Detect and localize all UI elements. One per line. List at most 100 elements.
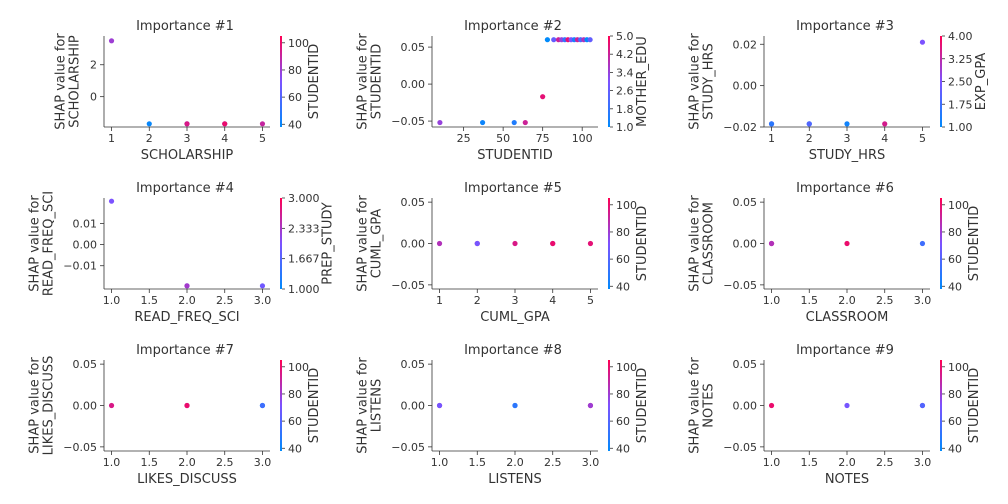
panel-3: Importance #3 1 2 3 4 5 −0.02 0.00 0.02 STUDY_HRS… bbox=[688, 19, 989, 163]
panel-title: Importance #1 bbox=[136, 19, 234, 34]
colorbar-label: PREP_STUDY bbox=[321, 202, 336, 284]
x-tick-label: 3.0 bbox=[914, 294, 932, 307]
data-point bbox=[259, 121, 266, 127]
colorbar-tick-label: 4.2 bbox=[616, 48, 634, 61]
colorbar-tick-label: 3.000 bbox=[288, 192, 320, 205]
colorbar-tick-label: 60 bbox=[616, 253, 630, 266]
colorbar bbox=[280, 198, 282, 289]
x-tick-label: 1.0 bbox=[103, 456, 121, 469]
y-tick-label: 0.00 bbox=[401, 400, 426, 413]
colorbar-tick-label: 1.00 bbox=[948, 121, 973, 134]
colorbar-tick-label: 60 bbox=[288, 91, 302, 104]
data-point bbox=[540, 94, 546, 100]
x-axis-label: CLASSROOM bbox=[806, 310, 889, 325]
data-point bbox=[108, 38, 115, 44]
data-point bbox=[806, 121, 812, 127]
y-tick-label: −0.05 bbox=[63, 441, 97, 454]
colorbar-tick-label: 4.00 bbox=[948, 30, 973, 43]
x-axis-label: LIKES_DISCUSS bbox=[137, 472, 237, 487]
panel-title: Importance #9 bbox=[796, 343, 894, 358]
colorbar-label: STUDENTID bbox=[967, 368, 982, 443]
data-point bbox=[184, 402, 190, 409]
data-point bbox=[587, 37, 593, 43]
x-tick-label: 1.0 bbox=[763, 294, 781, 307]
data-point bbox=[768, 121, 775, 127]
y-tick-label: −0.02 bbox=[723, 121, 757, 134]
y-axis-label: SHAP value forLISTENS bbox=[356, 357, 385, 454]
y-axis-label: SHAP value forNOTES bbox=[688, 357, 717, 454]
x-tick-label: 3 bbox=[184, 132, 191, 145]
data-point bbox=[184, 121, 190, 127]
x-tick-label: 1 bbox=[768, 132, 775, 145]
panel-title: Importance #5 bbox=[464, 181, 562, 196]
x-axis-label: READ_FREQ_SCI bbox=[134, 310, 239, 325]
data-point bbox=[882, 121, 888, 127]
colorbar-tick-label: 100 bbox=[288, 361, 309, 374]
y-tick-label: 0.00 bbox=[73, 400, 98, 413]
data-point bbox=[474, 240, 480, 247]
x-axis-label: NOTES bbox=[825, 472, 869, 487]
panel-title: Importance #4 bbox=[136, 181, 234, 196]
y-tick-label: −0.05 bbox=[391, 279, 425, 292]
x-tick-label: 4 bbox=[881, 132, 888, 145]
y-axis-label: SHAP value forSTUDY_HRS bbox=[688, 33, 717, 130]
data-point bbox=[587, 240, 594, 247]
data-point bbox=[919, 402, 926, 409]
y-tick-label: 0.00 bbox=[73, 239, 98, 252]
panel-4: Importance #4 1.0 1.5 2.0 2.5 3.0 −0.01 0.00 0.0… bbox=[28, 181, 336, 325]
data-point bbox=[844, 121, 850, 127]
x-tick-label: 1.5 bbox=[141, 456, 159, 469]
x-tick-label: 5 bbox=[587, 294, 594, 307]
y-tick-label: −0.01 bbox=[63, 260, 97, 273]
x-tick-label: 100 bbox=[572, 132, 593, 145]
x-tick-label: 2.0 bbox=[178, 456, 196, 469]
x-tick-label: 1.5 bbox=[141, 294, 159, 307]
data-point bbox=[919, 39, 926, 45]
y-tick-label: 2 bbox=[90, 59, 97, 72]
x-tick-label: 1.5 bbox=[469, 456, 487, 469]
data-point bbox=[522, 119, 528, 126]
x-tick-label: 2 bbox=[806, 132, 813, 145]
colorbar-tick-label: 80 bbox=[288, 388, 302, 401]
y-tick-label: 0.05 bbox=[73, 358, 98, 371]
data-point bbox=[436, 402, 443, 409]
y-tick-label: 0.05 bbox=[733, 196, 758, 209]
x-tick-label: 2 bbox=[146, 132, 153, 145]
x-tick-label: 3 bbox=[512, 294, 519, 307]
y-axis-label: SHAP value forCUML_GPA bbox=[356, 195, 385, 292]
x-tick-label: 2.5 bbox=[876, 456, 894, 469]
colorbar-tick-label: 1.000 bbox=[288, 283, 320, 296]
x-axis-label: CUML_GPA bbox=[480, 310, 550, 325]
colorbar-tick-label: 40 bbox=[616, 280, 630, 293]
colorbar-label: STUDENTID bbox=[635, 368, 650, 443]
x-tick-label: 1.5 bbox=[801, 456, 819, 469]
colorbar bbox=[608, 36, 610, 127]
x-tick-label: 3 bbox=[844, 132, 851, 145]
x-tick-label: 1.0 bbox=[431, 456, 449, 469]
x-tick-label: 2.0 bbox=[506, 456, 524, 469]
colorbar-tick-label: 40 bbox=[288, 442, 302, 455]
data-point bbox=[550, 240, 556, 247]
colorbar-tick-label: 3.25 bbox=[948, 53, 973, 66]
data-point bbox=[512, 240, 518, 247]
y-tick-label: −0.05 bbox=[391, 441, 425, 454]
data-point bbox=[146, 121, 152, 127]
y-tick-label: 0.00 bbox=[733, 400, 758, 413]
y-tick-label: 0.05 bbox=[401, 196, 426, 209]
y-tick-label: 0.00 bbox=[733, 80, 758, 93]
colorbar-tick-label: 80 bbox=[616, 388, 630, 401]
y-axis-label: SHAP value forSTUDENTID bbox=[356, 33, 385, 130]
colorbar-label: MOTHER_EDU bbox=[635, 36, 650, 127]
y-axis-label: SHAP value forREAD_FREQ_SCI bbox=[28, 191, 57, 296]
panel-2: Importance #2 25 50 75 100 −0.05 0.00 0.05 STUDE… bbox=[356, 19, 651, 163]
data-point bbox=[544, 37, 551, 43]
colorbar-tick-label: 100 bbox=[288, 37, 309, 50]
colorbar-tick-label: 40 bbox=[948, 442, 962, 455]
y-tick-label: 0.05 bbox=[733, 358, 758, 371]
y-tick-label: 0 bbox=[90, 91, 97, 104]
x-tick-label: 1.0 bbox=[103, 294, 121, 307]
colorbar-tick-label: 100 bbox=[948, 361, 969, 374]
colorbar-tick-label: 60 bbox=[616, 415, 630, 428]
x-axis-label: SCHOLARSHIP bbox=[141, 148, 234, 163]
